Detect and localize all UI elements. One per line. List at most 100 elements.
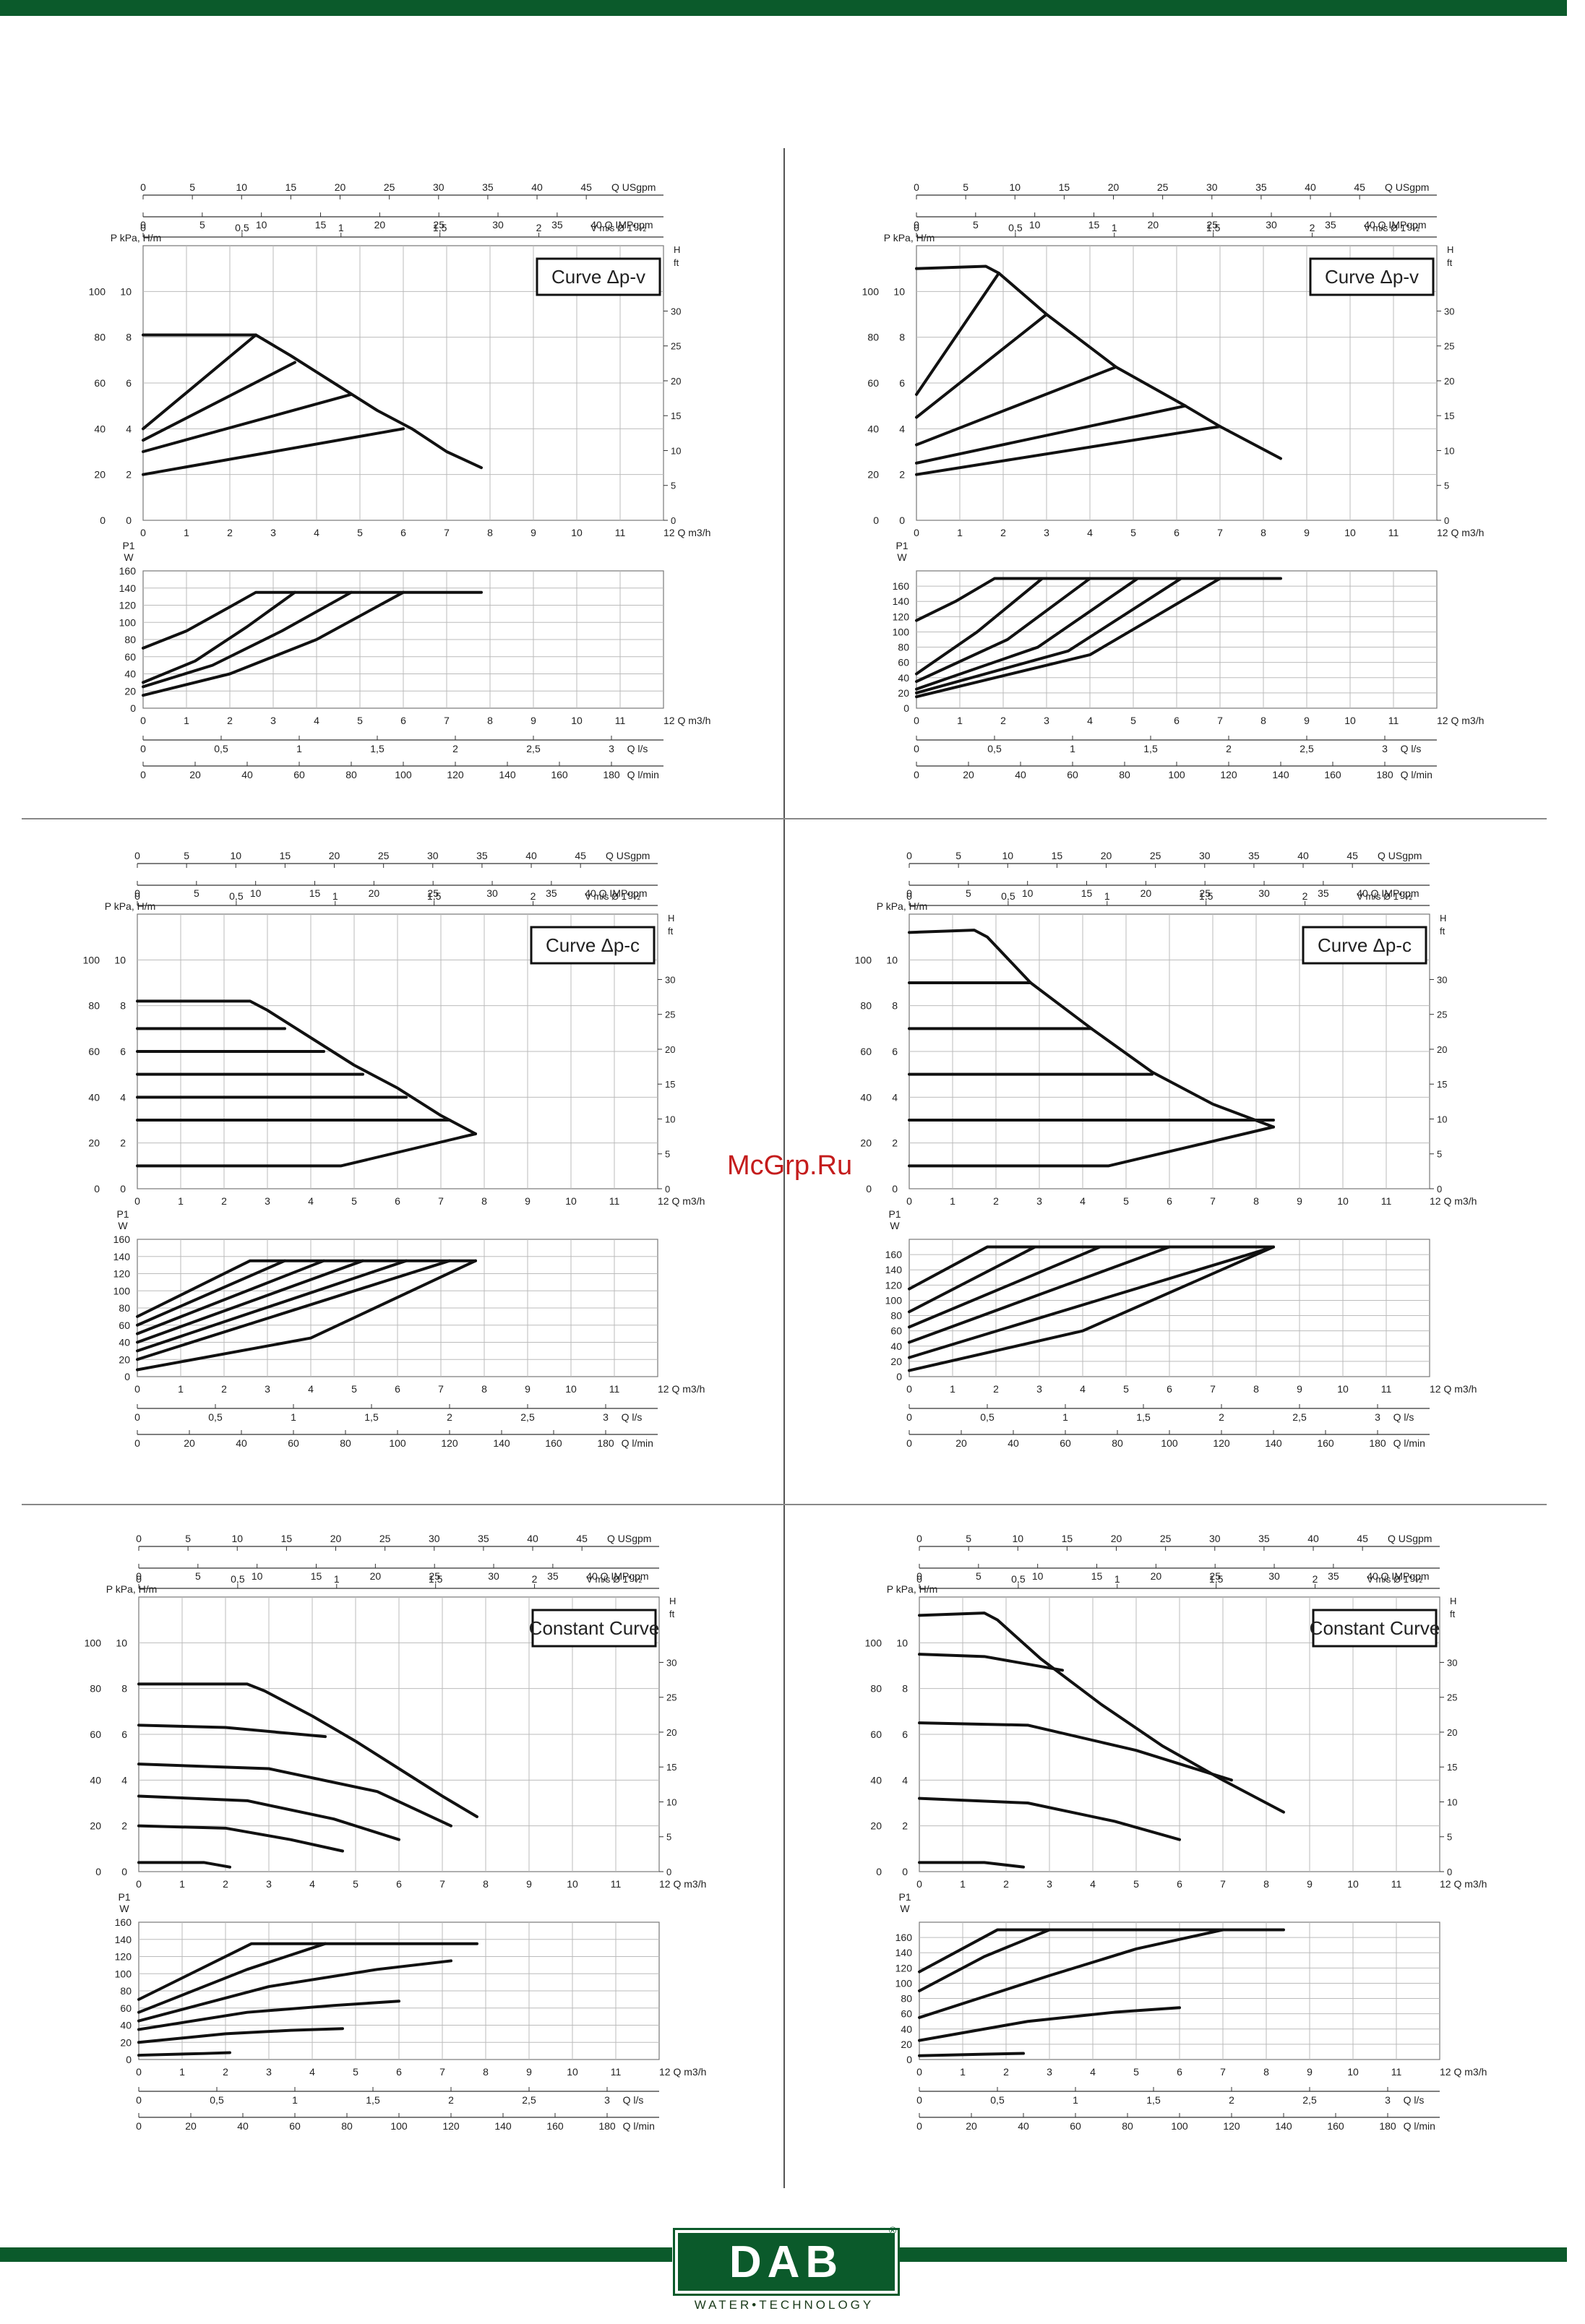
power-tick-label: 140 — [885, 1264, 903, 1275]
chart-title-box — [1312, 1609, 1438, 1648]
q-m3h-tick-label: 2 — [1000, 527, 1006, 538]
kpa-tick-label: 100 — [865, 1637, 882, 1648]
q-m3h-tick-label: 4 — [314, 527, 319, 538]
kpa-tick-label: 80 — [870, 1683, 882, 1695]
power-curve-0 — [918, 1928, 1285, 1974]
power-tick-label: 100 — [885, 1294, 903, 1306]
power-q-m3h-tick-label: 5 — [1133, 2066, 1139, 2078]
impgpm-tick-label: 0 — [914, 219, 919, 231]
ft-axis-label: ft — [1450, 1609, 1456, 1619]
usgpm-tick-label: 30 — [1199, 850, 1211, 861]
impgpm-tick-label: 35 — [547, 1570, 559, 1582]
impgpm-tick-label: 30 — [1268, 1570, 1280, 1582]
usgpm-tick-label: 45 — [1346, 850, 1358, 861]
power-tick-label: 40 — [901, 2023, 912, 2035]
power-q-m3h-tick-label: 5 — [357, 715, 363, 726]
velocity-axis-label: V m/s Ø 1" ½ — [1364, 223, 1419, 233]
ft-tick-label: 30 — [1437, 974, 1447, 985]
meter-tick-label: 0 — [892, 1183, 898, 1195]
usgpm-tick-label: 15 — [1052, 850, 1063, 861]
kpa-tick-label: 40 — [870, 1774, 882, 1786]
power-curve-0 — [137, 1942, 478, 2001]
usgpm-tick-label: 35 — [1248, 850, 1260, 861]
ft-tick-label: 30 — [1447, 1657, 1457, 1668]
power-tick-label: 160 — [113, 1234, 131, 1245]
kpa-tick-label: 80 — [860, 1000, 872, 1012]
usgpm-tick-label: 0 — [916, 1533, 922, 1544]
velocity-tick-label: 1 — [334, 1573, 340, 1585]
ls-tick-label: 0 — [906, 1411, 912, 1423]
pressure-curve-3 — [918, 1796, 1181, 1841]
ls-tick-label: 2 — [1219, 1411, 1224, 1423]
pressure-curve-2 — [137, 1763, 452, 1828]
q-m3h-tick-label: 4 — [309, 1878, 315, 1890]
lmin-tick-label: 80 — [1122, 2120, 1133, 2132]
q-m3h-tick-label: 5 — [357, 527, 363, 538]
power-curve-0 — [915, 577, 1282, 622]
p1-axis-label: P1 — [895, 540, 908, 551]
power-q-m3h-tick-label: 5 — [353, 2066, 358, 2078]
lmin-tick-label: 20 — [184, 1437, 195, 1449]
power-q-m3h-tick-label: 8 — [1253, 1383, 1259, 1395]
velocity-tick-label: 0 — [136, 1573, 142, 1585]
power-tick-label: 100 — [895, 1977, 913, 1989]
power-tick-label: 40 — [119, 1337, 130, 1348]
power-tick-label: 140 — [115, 1934, 132, 1945]
q-m3h-tick-label: 8 — [1253, 1195, 1259, 1207]
kpa-tick-label: 20 — [867, 469, 879, 481]
power-q-m3h-tick-label: 1 — [184, 715, 189, 726]
q-m3h-axis-label: 12 Q m3/h — [1437, 527, 1484, 538]
meter-tick-label: 0 — [126, 515, 132, 526]
power-q-m3h-tick-label: 11 — [1391, 2066, 1402, 2078]
power-tick-label: 0 — [906, 2054, 912, 2065]
pressure-curve-4 — [142, 427, 405, 476]
q-m3h-tick-label: 3 — [265, 1195, 270, 1207]
q-m3h-tick-label: 4 — [308, 1195, 314, 1207]
velocity-tick-label: 2 — [536, 222, 542, 233]
power-tick-label: 160 — [885, 1249, 903, 1260]
impgpm-tick-label: 5 — [976, 1570, 982, 1582]
q-m3h-tick-label: 4 — [1087, 527, 1093, 538]
pressure-curve-4 — [918, 1861, 1025, 1869]
chart-title: Curve Δp-v — [1325, 266, 1419, 288]
power-q-m3h-tick-label: 6 — [395, 1383, 400, 1395]
power-curve-2 — [918, 1928, 1224, 2019]
ft-tick-label: 30 — [666, 1657, 676, 1668]
lmin-tick-label: 160 — [1327, 2120, 1344, 2132]
power-q-m3h-tick-label: 5 — [1123, 1383, 1129, 1395]
lmin-tick-label: 60 — [288, 1437, 299, 1449]
q-m3h-tick-label: 8 — [481, 1195, 487, 1207]
usgpm-tick-label: 45 — [580, 181, 592, 193]
velocity-tick-label: 0 — [916, 1573, 922, 1585]
power-tick-label: 140 — [895, 1947, 913, 1958]
ft-tick-label: 10 — [671, 445, 681, 456]
ls-tick-label: 0,5 — [980, 1411, 995, 1423]
meter-tick-label: 10 — [116, 1637, 127, 1648]
ls-tick-label: 2,5 — [1300, 743, 1314, 754]
ls-tick-label: 3 — [1382, 743, 1388, 754]
q-m3h-tick-label: 6 — [1167, 1195, 1172, 1207]
q-m3h-tick-label: 1 — [960, 1878, 966, 1890]
ls-tick-label: 0 — [136, 2094, 142, 2106]
meter-tick-label: 8 — [899, 332, 905, 343]
q-m3h-tick-label: 10 — [1347, 1878, 1359, 1890]
power-curve-2 — [142, 590, 353, 689]
velocity-axis-label: V m/s Ø 1" ½ — [1367, 1574, 1422, 1585]
power-q-m3h-tick-label: 4 — [309, 2066, 315, 2078]
ls-tick-label: 1,5 — [1143, 743, 1158, 754]
ft-tick-label: 20 — [671, 376, 681, 387]
ft-tick-label: 15 — [671, 410, 681, 421]
chart-title: Curve Δp-v — [551, 266, 645, 288]
ft-axis-label: ft — [1447, 257, 1453, 268]
power-tick-label: 160 — [119, 565, 137, 577]
power-curve-5 — [137, 2051, 231, 2057]
q-m3h-axis-label: 12 Q m3/h — [663, 527, 710, 538]
velocity-tick-label: 0,5 — [229, 890, 244, 902]
ls-axis-label: Q l/s — [1404, 2094, 1425, 2106]
power-q-m3h-tick-label: 10 — [1344, 715, 1356, 726]
meter-tick-label: 10 — [896, 1637, 908, 1648]
q-m3h-tick-label: 6 — [1174, 527, 1180, 538]
power-tick-label: 60 — [120, 2002, 132, 2014]
meter-tick-label: 6 — [120, 1046, 126, 1057]
power-q-m3h-tick-label: 4 — [1087, 715, 1093, 726]
